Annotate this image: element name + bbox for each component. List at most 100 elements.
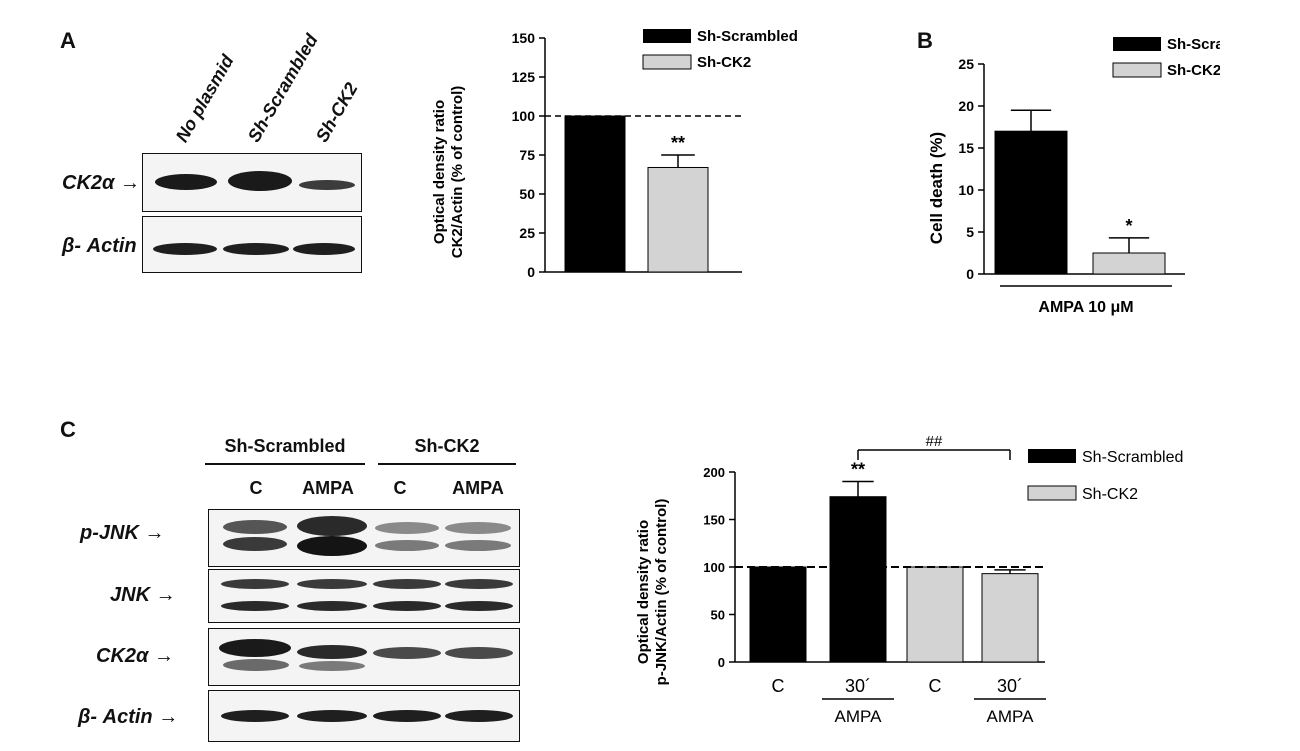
blot-c-lane-label: AMPA <box>302 478 354 498</box>
blot-band <box>223 520 287 534</box>
legend-swatch-sh-ck2 <box>642 54 692 70</box>
blot-c-row-jnk: JNK → <box>110 584 176 607</box>
x-tick-label: 30´ <box>845 676 871 696</box>
blot-band <box>299 661 365 671</box>
bracket-label: ## <box>926 433 943 450</box>
blot-c-group-line <box>378 463 516 465</box>
blot-c-lane-label: AMPA <box>452 478 504 498</box>
legend-swatch-sh-scrambled <box>1113 37 1161 51</box>
blot-band <box>228 171 292 191</box>
y-tick-label: 0 <box>966 266 974 282</box>
x-tick-label: C <box>772 676 785 696</box>
blot-a-lane-label: Sh-CK2 <box>311 79 362 146</box>
bar <box>564 115 626 273</box>
y-tick-label: 25 <box>519 225 535 241</box>
row-label-text: CK2α <box>62 172 115 194</box>
y-tick-label: 20 <box>958 98 974 114</box>
blot-c-jnk-strip <box>208 569 520 623</box>
legend-label: Sh-Scrambled <box>1167 36 1220 53</box>
blot-band <box>219 639 291 657</box>
blot-band <box>221 579 289 589</box>
panel-label-c: C <box>60 417 76 442</box>
row-label-text: p-JNK <box>80 522 139 544</box>
y-tick-label: 150 <box>512 30 536 46</box>
row-label-text: β- Actin <box>78 706 153 728</box>
blot-band <box>373 647 441 659</box>
blot-band <box>299 180 355 190</box>
chart-b: Sh-Scrambled Sh-CK2 Cell death (%) 0 5 10 1… <box>927 36 1220 316</box>
bars: ** <box>564 115 709 273</box>
y-tick-label: 5 <box>966 224 974 240</box>
blot-c-group-label: Sh-CK2 <box>414 436 480 456</box>
blot-c-ck2-strip <box>208 628 520 686</box>
blot-band <box>221 710 289 722</box>
bar <box>829 496 887 663</box>
significance-label: ** <box>851 460 865 480</box>
arrow-icon: → <box>153 645 174 667</box>
legend: Sh-Scrambled Sh-CK2 <box>642 28 798 71</box>
y-axis-label: Optical density ratio <box>431 100 448 244</box>
y-tick-label: 50 <box>711 608 725 623</box>
blot-band <box>373 710 441 722</box>
blot-band <box>155 174 217 190</box>
bar <box>981 573 1039 663</box>
chart-a: Sh-Scrambled Sh-CK2 Optical density rati… <box>431 28 798 280</box>
bar <box>994 130 1068 275</box>
blot-band <box>297 645 367 659</box>
blot-band <box>293 243 355 255</box>
y-tick-label: 0 <box>527 264 535 280</box>
y-tick-label: 50 <box>519 186 535 202</box>
arrow-icon: → <box>155 584 176 606</box>
blot-band <box>445 522 511 534</box>
legend: Sh-Scrambled Sh-CK2 <box>1112 36 1220 79</box>
legend-label: Sh-CK2 <box>697 54 751 71</box>
blot-band <box>223 243 289 255</box>
blot-band <box>297 516 367 536</box>
blot-band <box>373 579 441 589</box>
row-label-text: JNK <box>110 584 151 606</box>
blot-band <box>297 536 367 556</box>
blot-c-lane-label: C <box>393 478 407 498</box>
y-ticks: 0 25 50 75 100 125 150 <box>512 30 545 280</box>
y-tick-label: 150 <box>703 513 725 528</box>
y-tick-label: 25 <box>958 56 974 72</box>
blot-band <box>445 540 511 551</box>
blot-band <box>153 243 217 255</box>
blot-band <box>375 540 439 551</box>
blot-c-group-label: Sh-Scrambled <box>224 436 346 456</box>
y-tick-label: 10 <box>958 182 974 198</box>
blot-band <box>445 647 513 659</box>
row-label-text: β- Actin <box>62 235 137 257</box>
x-sublabel: AMPA <box>835 707 883 726</box>
panel-label-b: B <box>917 28 933 53</box>
significance-bracket: ## <box>857 433 1011 460</box>
blot-band <box>445 601 513 611</box>
x-axis-label: AMPA 10 μM <box>1038 299 1133 316</box>
significance-label: ** <box>671 133 685 153</box>
row-label-text: CK2α <box>96 645 149 667</box>
y-axis-label: Optical density ratio <box>635 520 652 664</box>
blot-band <box>375 522 439 534</box>
y-axis-label-2: CK2/Actin (% of control) <box>449 86 466 259</box>
significance-label: * <box>1125 216 1132 236</box>
blot-a-lane-label: Sh-Scrambled <box>243 30 322 146</box>
legend-label: Sh-Scrambled <box>697 28 798 45</box>
blot-band <box>223 659 289 671</box>
legend-swatch-sh-ck2 <box>1027 485 1077 501</box>
blot-a-actin-strip <box>142 216 362 273</box>
arrow-icon: → <box>119 172 140 194</box>
legend-label: Sh-CK2 <box>1167 62 1220 79</box>
arrow-icon: → <box>144 522 165 544</box>
blot-band <box>373 601 441 611</box>
y-ticks: 0 50 100 150 200 <box>703 465 735 670</box>
blot-c-group-line <box>205 463 365 465</box>
blot-c-row-pjnk: p-JNK → <box>80 522 164 545</box>
x-tick-labels: C 30´ AMPA C 30´ AMPA <box>772 676 1046 726</box>
y-axis-label-2: p-JNK/Actin (% of control) <box>653 499 670 686</box>
blot-c-row-actin: β- Actin → <box>78 706 178 729</box>
blot-c-lane-label: C <box>249 478 263 498</box>
bars: * <box>994 109 1166 275</box>
y-tick-label: 100 <box>703 560 725 575</box>
y-tick-label: 125 <box>512 69 536 85</box>
legend-swatch-sh-ck2 <box>1112 62 1162 78</box>
